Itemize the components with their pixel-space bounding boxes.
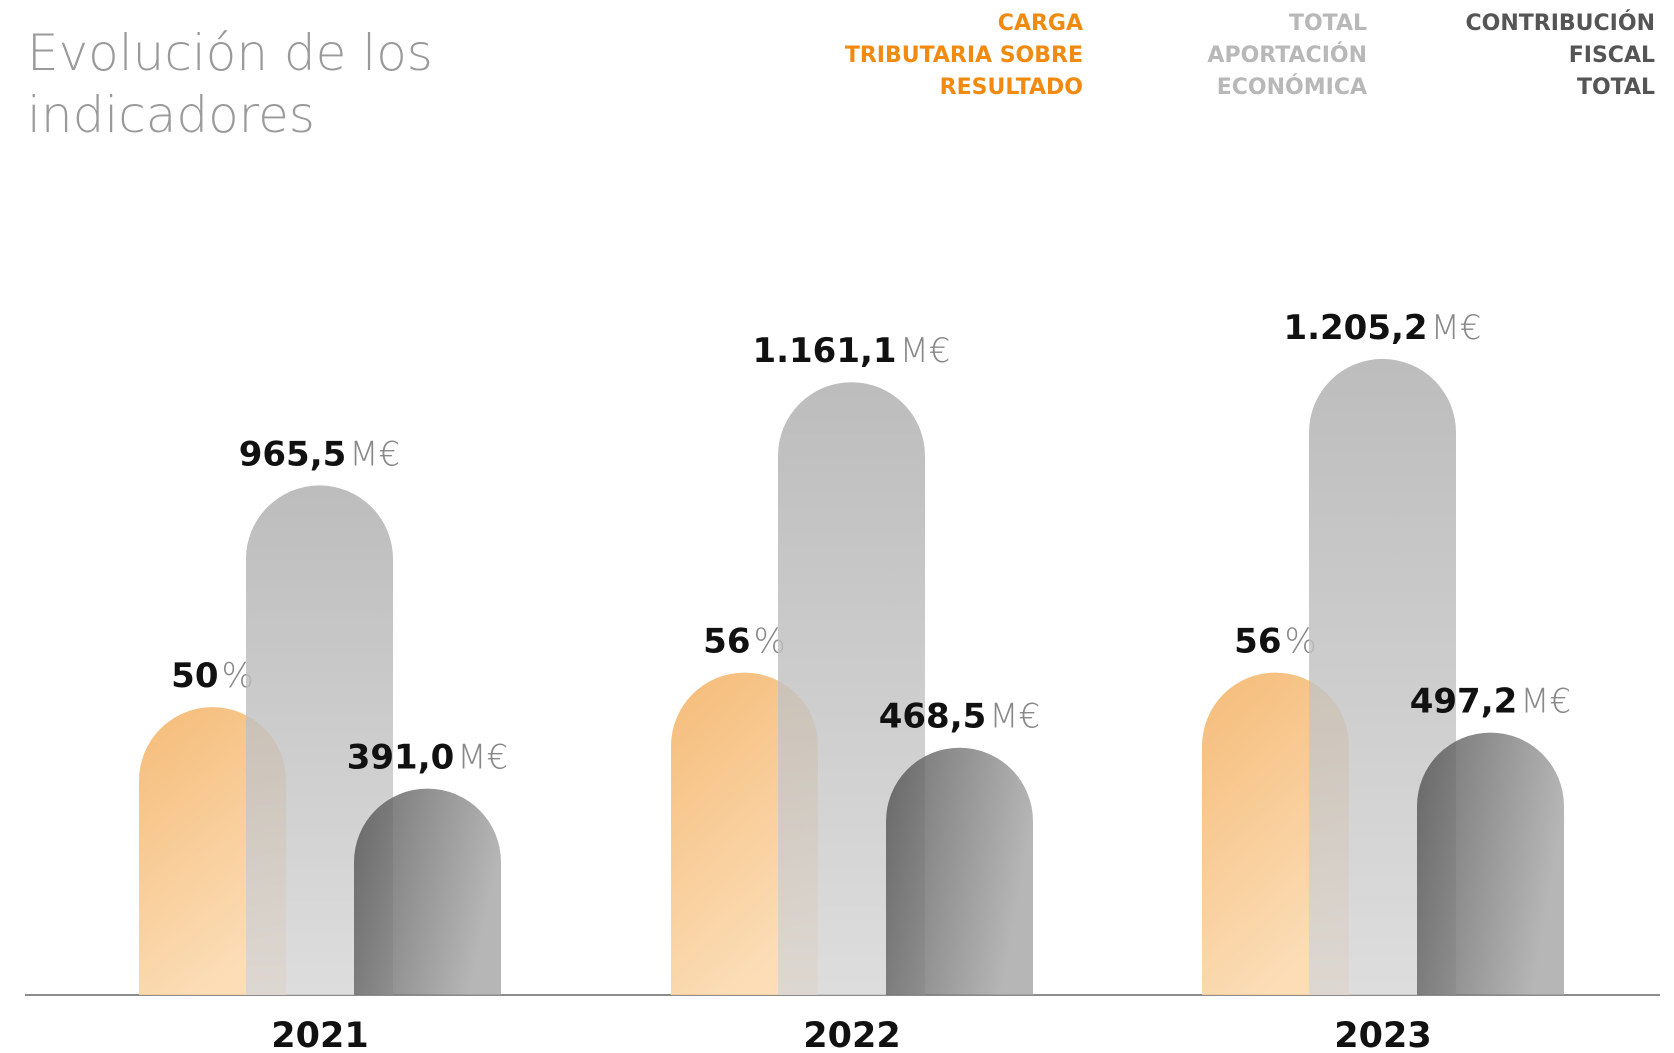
unit-label: M€	[989, 696, 1040, 736]
data-label: 468,5M€	[879, 696, 1041, 736]
value-label: 56	[703, 621, 750, 661]
bar	[1417, 732, 1564, 995]
value-label: 468,5	[879, 696, 987, 736]
value-label: 497,2	[1410, 681, 1518, 721]
data-label: 965,5M€	[239, 434, 401, 474]
x-tick-label: 2021	[271, 1016, 368, 1053]
legend-entry: CONTRIBUCIÓN FISCAL TOTAL	[1465, 11, 1655, 100]
unit-label: M€	[900, 331, 951, 371]
value-label: 391,0	[347, 737, 455, 777]
unit-label: M€	[349, 434, 400, 474]
x-tick-label: 2022	[803, 1016, 900, 1053]
legend-entry: CARGA TRIBUTARIA SOBRE RESULTADO	[844, 11, 1083, 100]
data-label: 1.161,1M€	[752, 331, 950, 371]
bar	[354, 788, 501, 995]
data-label: 50%	[171, 656, 254, 696]
data-label: 391,0M€	[347, 737, 509, 777]
legend-entry: TOTAL APORTACIÓN ECONÓMICA	[1207, 11, 1367, 100]
data-label: 1.205,2M€	[1283, 307, 1481, 347]
data-label: 56%	[1234, 621, 1317, 661]
unit-label: M€	[457, 737, 508, 777]
unit-label: M€	[1431, 307, 1482, 347]
data-label: 56%	[703, 621, 786, 661]
value-label: 50	[171, 656, 218, 696]
bar	[886, 747, 1033, 995]
data-label: 497,2M€	[1410, 681, 1572, 721]
value-label: 1.161,1	[752, 331, 896, 371]
value-label: 965,5	[239, 434, 347, 474]
x-tick-label: 2023	[1334, 1016, 1431, 1053]
chart-title: Evolución de los indicadores	[27, 24, 433, 144]
value-label: 1.205,2	[1283, 307, 1427, 347]
unit-label: M€	[1520, 681, 1571, 721]
value-label: 56	[1234, 621, 1281, 661]
